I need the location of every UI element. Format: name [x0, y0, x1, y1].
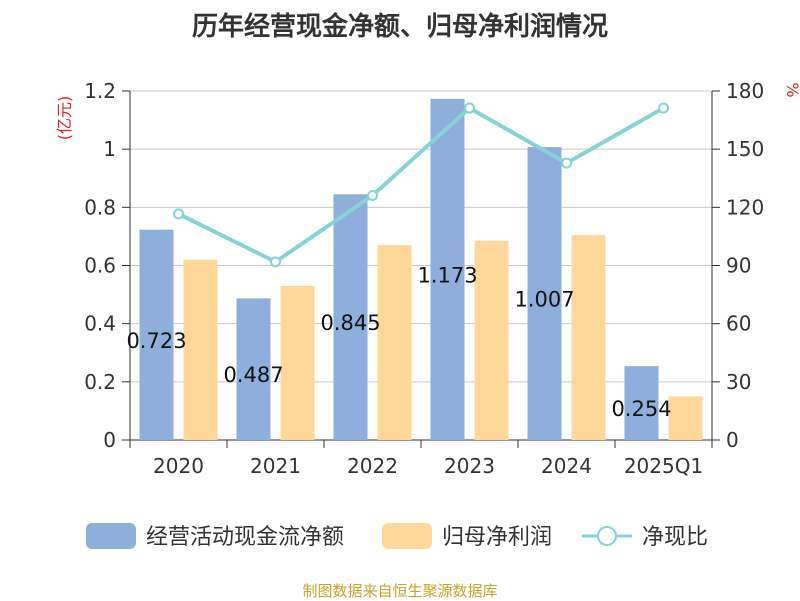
- line-point: [464, 102, 475, 114]
- right-tick-label: 120: [726, 195, 764, 219]
- right-axis-unit: %: [783, 82, 800, 97]
- x-tick-label: 2020: [153, 454, 204, 478]
- x-tick-label: 2024: [541, 454, 592, 478]
- right-tick-label: 60: [726, 312, 751, 336]
- legend-swatch-net-profit: [382, 523, 432, 549]
- x-tick-label: 2021: [250, 454, 301, 478]
- right-tick-label: 150: [726, 137, 764, 161]
- line-point: [173, 208, 184, 220]
- legend-label-net-profit: 归母净利润: [442, 525, 552, 550]
- bar-cashflow: [430, 98, 465, 440]
- bar-net-profit: [280, 285, 315, 440]
- data-label: 1.007: [514, 288, 574, 312]
- bar-net-profit: [377, 245, 412, 440]
- bar-cashflow: [527, 147, 562, 440]
- legend-label-cash-ratio: 净现比: [642, 525, 708, 550]
- bar-net-profit: [474, 240, 509, 440]
- data-label: 0.254: [611, 397, 671, 421]
- bar-cashflow: [333, 194, 368, 440]
- bar-net-profit: [668, 396, 703, 440]
- legend-label-cashflow: 经营活动现金流净额: [146, 525, 344, 550]
- left-tick-label: 0.2: [84, 370, 116, 394]
- line-point: [658, 102, 669, 114]
- bar-cashflow: [139, 229, 174, 440]
- line-point: [561, 157, 572, 169]
- data-label: 0.487: [223, 363, 283, 387]
- right-tick-label: 180: [726, 79, 764, 103]
- legend-swatch-marker: [597, 526, 617, 546]
- left-tick-label: 0: [103, 428, 116, 452]
- x-tick-label: 2022: [347, 454, 398, 478]
- bar-net-profit: [571, 234, 606, 440]
- bar-cashflow: [236, 298, 271, 440]
- left-axis-unit: (亿元): [55, 96, 74, 141]
- left-tick-label: 1: [103, 137, 116, 161]
- right-tick-label: 0: [726, 428, 739, 452]
- data-label: 0.723: [126, 329, 186, 353]
- data-label: 1.173: [417, 263, 477, 287]
- line-cash-ratio: [177, 105, 665, 265]
- legend-swatch-cashflow: [86, 523, 136, 549]
- right-tick-label: 30: [726, 370, 751, 394]
- right-tick-label: 90: [726, 254, 751, 278]
- source-note: 制图数据来自恒生聚源数据库: [302, 582, 498, 600]
- line-point: [270, 256, 281, 268]
- left-tick-label: 0.8: [84, 195, 116, 219]
- x-tick-label: 2025Q1: [624, 454, 703, 478]
- bar-net-profit: [183, 259, 218, 440]
- chart-title: 历年经营现金净额、归母净利润情况: [191, 12, 608, 42]
- data-label: 0.845: [320, 311, 380, 335]
- bar-cashflow: [624, 366, 659, 440]
- x-tick-label: 2023: [444, 454, 495, 478]
- left-tick-label: 0.6: [84, 254, 116, 278]
- line-point: [367, 190, 378, 202]
- left-tick-label: 1.2: [84, 79, 116, 103]
- left-tick-label: 0.4: [84, 312, 116, 336]
